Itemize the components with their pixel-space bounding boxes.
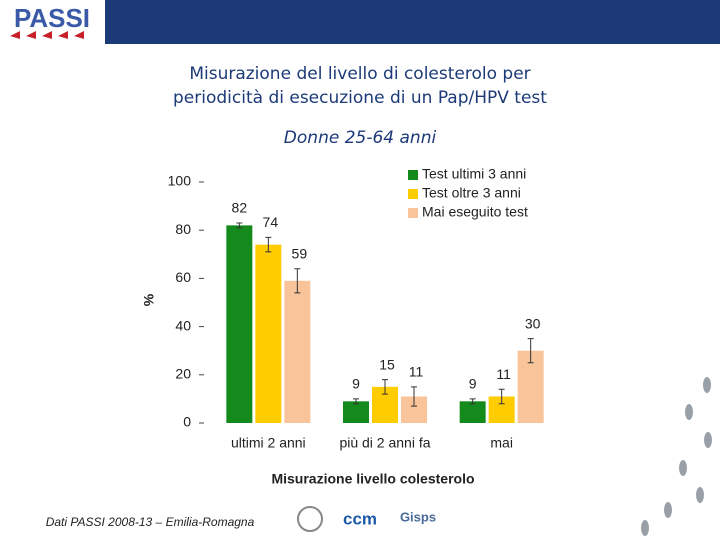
logo-seal bbox=[297, 506, 323, 532]
error-bar bbox=[353, 398, 359, 405]
error-bar bbox=[498, 388, 505, 405]
error-bar bbox=[527, 338, 534, 364]
title-line: periodicità di esecuzione di un Pap/HPV … bbox=[173, 88, 547, 108]
error-bar bbox=[236, 222, 243, 229]
error-bar bbox=[294, 268, 301, 294]
bar bbox=[226, 225, 253, 423]
y-tick-label: 60 bbox=[175, 269, 191, 285]
x-axis-label: Misurazione livello colesterolo bbox=[271, 471, 474, 487]
value-label: 11 bbox=[409, 364, 424, 380]
y-tick-label: 40 bbox=[175, 317, 191, 333]
legend-swatch bbox=[408, 189, 418, 199]
title-line: Misurazione del livello di colesterolo p… bbox=[189, 64, 530, 84]
error-bar bbox=[382, 379, 388, 395]
logo-arrows bbox=[10, 31, 84, 39]
x-tick-label: ultimi 2 anni bbox=[231, 435, 306, 451]
x-tick-label: mai bbox=[490, 435, 513, 451]
value-label: 30 bbox=[525, 315, 541, 331]
y-tick-label: 80 bbox=[175, 221, 191, 237]
value-label: 59 bbox=[292, 245, 308, 261]
value-label: 15 bbox=[379, 356, 395, 372]
bar bbox=[255, 244, 282, 423]
y-axis-label: % bbox=[141, 293, 157, 306]
y-tick-label: 100 bbox=[168, 173, 192, 189]
x-tick-label: più di 2 anni fa bbox=[339, 435, 430, 451]
legend-label: Test oltre 3 anni bbox=[422, 185, 521, 201]
footer-source: Dati PASSI 2008-13 – Emilia-Romagna bbox=[46, 515, 255, 529]
error-bar bbox=[411, 386, 417, 407]
logo-ccm: ccm bbox=[343, 509, 377, 528]
value-label: 9 bbox=[352, 376, 360, 392]
error-bar bbox=[265, 236, 272, 253]
y-tick-label: 20 bbox=[175, 366, 191, 382]
bar bbox=[343, 401, 369, 423]
legend-swatch bbox=[408, 208, 418, 218]
header-bar bbox=[105, 0, 720, 44]
legend-swatch bbox=[408, 170, 418, 180]
logo: PASSI bbox=[14, 3, 90, 33]
y-tick-label: 0 bbox=[183, 414, 191, 430]
legend-label: Mai eseguito test bbox=[422, 204, 528, 220]
subtitle: Donne 25-64 anni bbox=[284, 128, 437, 148]
bar bbox=[284, 280, 311, 423]
value-label: 11 bbox=[496, 366, 511, 382]
value-label: 74 bbox=[263, 214, 279, 230]
error-bar bbox=[469, 398, 476, 405]
value-label: 82 bbox=[232, 200, 248, 216]
value-label: 9 bbox=[469, 376, 477, 392]
bar bbox=[459, 401, 486, 423]
footprints bbox=[641, 377, 712, 536]
legend-label: Test ultimi 3 anni bbox=[422, 166, 526, 182]
logo-gisps: Gisps bbox=[400, 509, 436, 524]
